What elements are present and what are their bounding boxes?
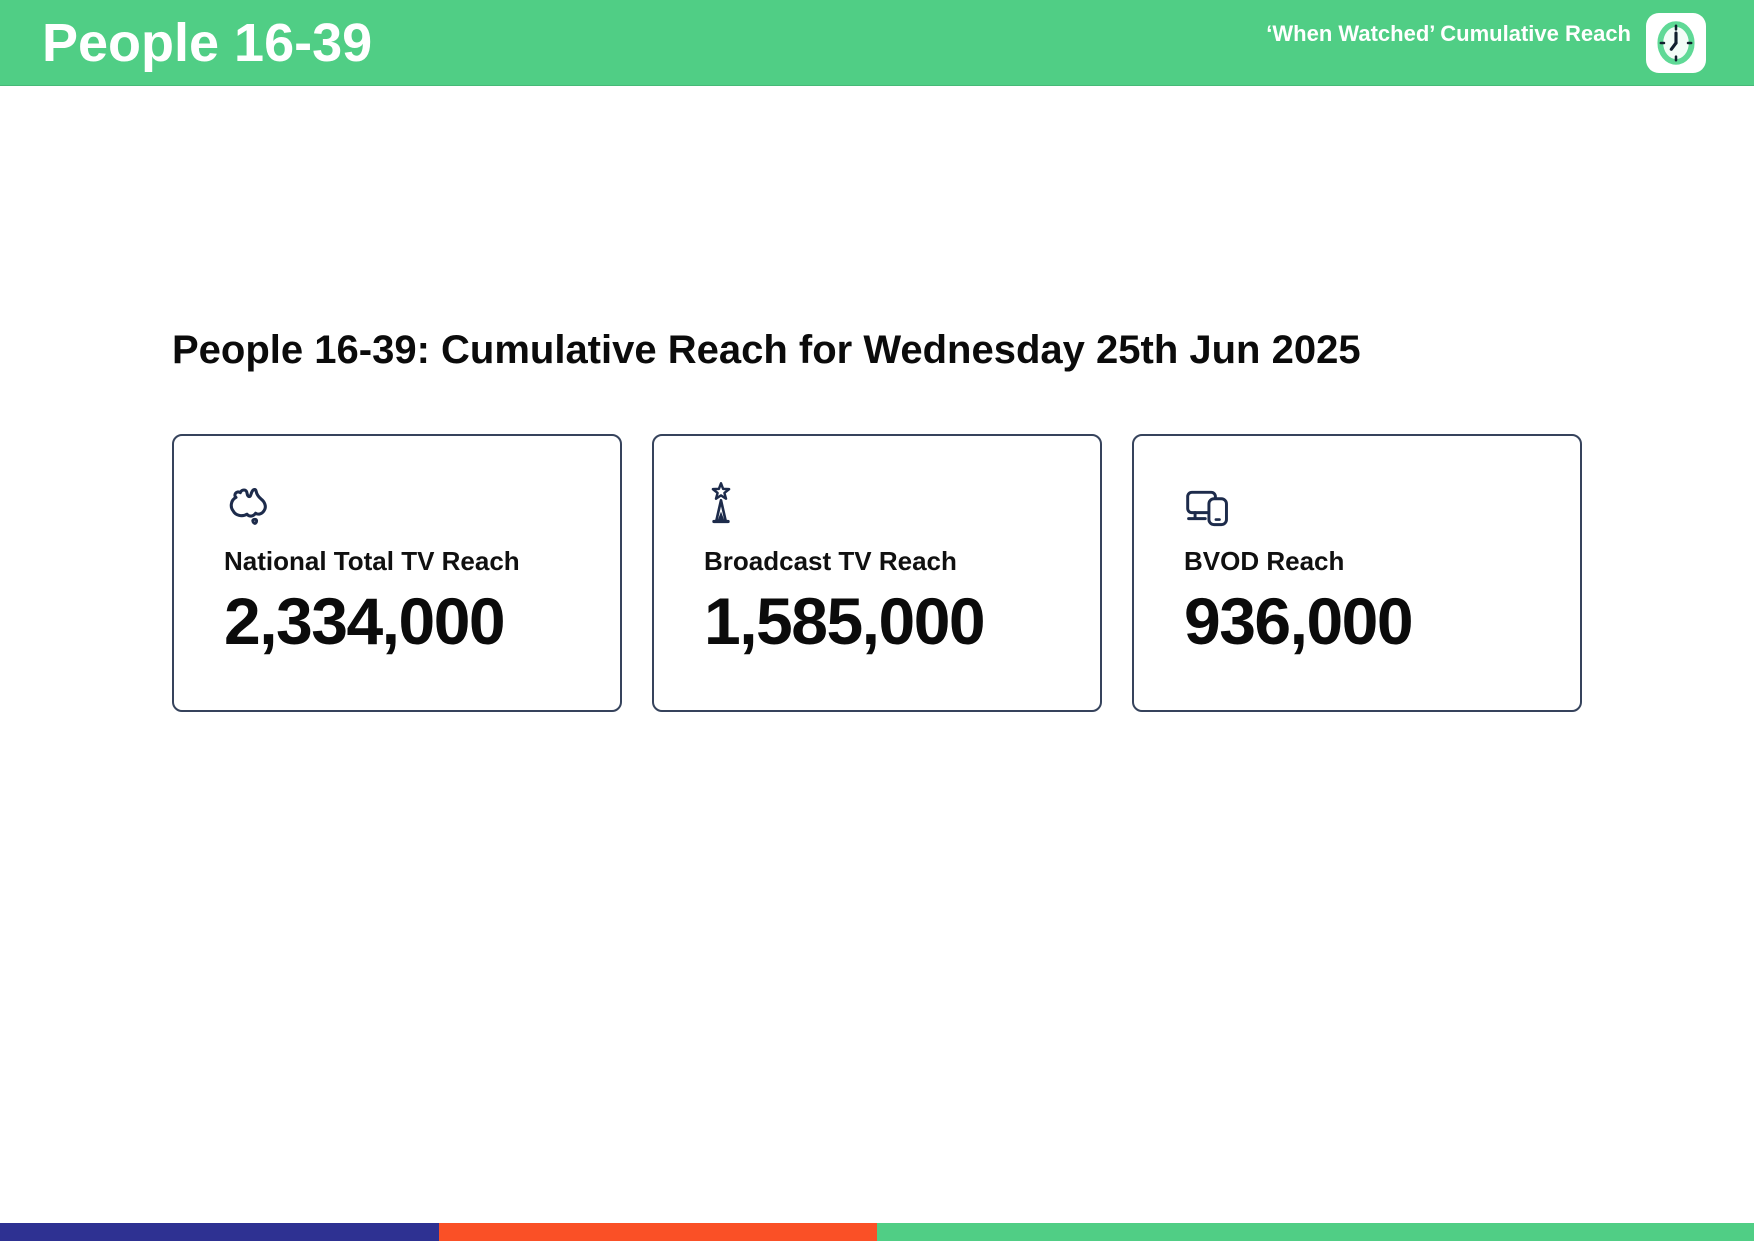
kpi-card-bvod: BVOD Reach 936,000 xyxy=(1132,434,1582,712)
kpi-cards-row: National Total TV Reach 2,334,000 Broadc… xyxy=(172,434,1582,712)
clock-icon xyxy=(1657,20,1695,65)
footer-segment-orange xyxy=(438,1223,877,1241)
card-label: Broadcast TV Reach xyxy=(704,546,957,576)
broadcast-tower-icon xyxy=(704,482,1070,530)
header-subtitle: ‘When Watched’ Cumulative Reach xyxy=(1266,20,1631,46)
card-value: 936,000 xyxy=(1184,584,1414,658)
footer-segment-blue xyxy=(0,1223,439,1241)
footer-segment-green xyxy=(877,1223,1754,1241)
main-heading: People 16-39: Cumulative Reach for Wedne… xyxy=(172,328,1361,372)
kpi-card-broadcast-tv: Broadcast TV Reach 1,585,000 xyxy=(652,434,1102,712)
australia-map-icon xyxy=(224,482,590,530)
main-content: People 16-39: Cumulative Reach for Wedne… xyxy=(172,330,1582,712)
card-label: National Total TV Reach xyxy=(224,546,520,576)
clock-badge xyxy=(1646,12,1706,73)
kpi-card-national-total-tv: National Total TV Reach 2,334,000 xyxy=(172,434,622,712)
tv-devices-icon xyxy=(1184,482,1550,530)
header-bar: People 16-39 ‘When Watched’ Cumulative R… xyxy=(0,0,1754,86)
page-title: People 16-39 xyxy=(42,12,373,73)
card-label: BVOD Reach xyxy=(1184,546,1345,576)
card-value: 2,334,000 xyxy=(224,584,506,658)
footer-bar xyxy=(0,1223,1754,1241)
card-value: 1,585,000 xyxy=(704,584,986,658)
